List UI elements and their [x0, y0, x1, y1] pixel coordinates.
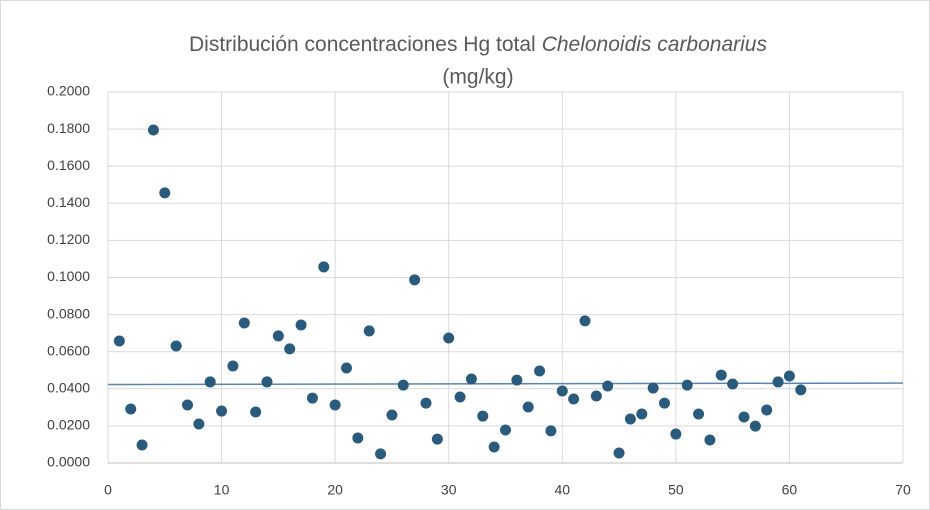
chart-title: Distribución concentraciones Hg total Che… [189, 33, 767, 56]
point [613, 447, 625, 459]
y-tick-label: 0.0800 [47, 305, 90, 321]
point [715, 369, 727, 381]
y-tick-label: 0.2000 [47, 83, 90, 99]
y-tick-label: 0.1400 [47, 194, 90, 210]
point [409, 274, 421, 286]
point [477, 410, 489, 422]
y-tick-label: 0.0400 [47, 380, 90, 396]
point [545, 425, 557, 437]
point [431, 433, 443, 445]
y-tick-label: 0.0600 [47, 342, 90, 358]
point [397, 379, 409, 391]
point [500, 424, 511, 436]
point [113, 335, 125, 347]
point [693, 408, 705, 420]
point [375, 448, 387, 460]
point [182, 399, 193, 411]
y-tick-label: 0.1200 [47, 231, 90, 247]
title-part: Chelonoidis carbonarius [542, 33, 768, 56]
point [227, 360, 239, 372]
y-tick-label: 0.0000 [47, 454, 90, 470]
point [795, 384, 807, 396]
point [590, 390, 602, 402]
point [159, 187, 171, 199]
y-tick-label: 0.0200 [47, 417, 90, 433]
point [420, 397, 432, 409]
point [454, 391, 466, 403]
point [579, 315, 591, 327]
point [147, 124, 159, 136]
chart-title: (mg/kg) [442, 66, 513, 89]
x-tick-label: 0 [104, 482, 112, 498]
point [250, 406, 262, 418]
point [170, 340, 182, 352]
point [465, 373, 477, 385]
point [761, 404, 773, 416]
point [329, 399, 341, 411]
x-tick-label: 60 [782, 482, 798, 498]
x-tick-label: 10 [214, 482, 230, 498]
title-part: Distribución concentraciones Hg total [189, 33, 536, 56]
point [727, 378, 739, 390]
point [443, 332, 455, 344]
point [568, 393, 580, 405]
point [284, 343, 296, 355]
point [704, 434, 716, 446]
point [488, 441, 500, 453]
point [659, 397, 670, 409]
point [556, 385, 568, 397]
point [238, 317, 250, 329]
point [670, 428, 682, 440]
y-tick-label: 0.1800 [47, 120, 90, 136]
point [204, 376, 216, 388]
point [602, 380, 614, 392]
x-tick-label: 30 [441, 482, 457, 498]
x-tick-label: 70 [895, 482, 911, 498]
point [352, 432, 364, 444]
point [636, 408, 648, 420]
point [386, 409, 398, 421]
x-tick-label: 20 [327, 482, 343, 498]
point [738, 411, 750, 423]
point [261, 376, 273, 388]
point [647, 382, 659, 394]
trendline [107, 382, 904, 386]
point [681, 379, 693, 391]
y-tick-label: 0.1000 [47, 268, 90, 284]
x-tick-label: 40 [554, 482, 570, 498]
point [511, 374, 523, 386]
point [522, 401, 534, 413]
y-tick-label: 0.1600 [47, 157, 90, 173]
point [363, 325, 375, 337]
point [749, 420, 761, 432]
point [306, 392, 318, 404]
point [783, 370, 795, 382]
point [341, 362, 352, 374]
point [624, 413, 636, 425]
point [216, 405, 228, 417]
point [318, 261, 330, 273]
point [125, 403, 137, 415]
point [772, 376, 784, 388]
point [534, 365, 546, 377]
point [193, 418, 205, 430]
point [272, 330, 284, 342]
x-tick-label: 50 [668, 482, 684, 498]
point [295, 319, 307, 331]
point [136, 439, 148, 451]
